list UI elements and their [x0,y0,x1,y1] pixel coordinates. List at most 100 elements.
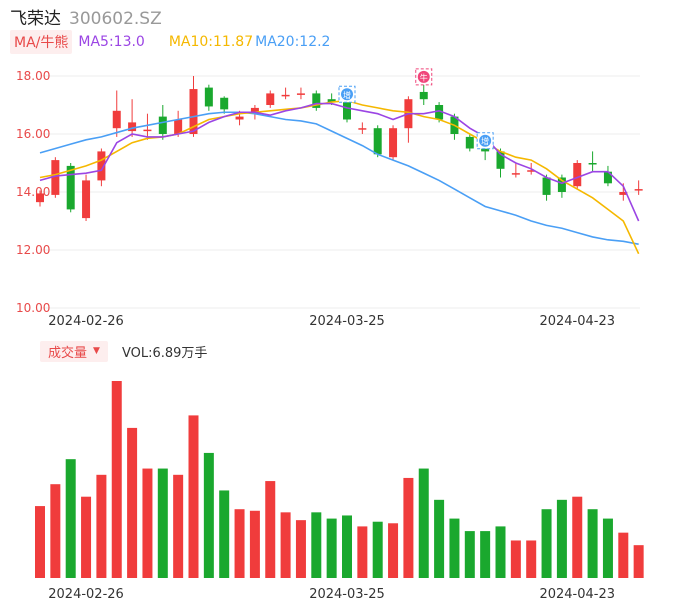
volume-bar [495,526,506,578]
volume-bar [464,531,475,578]
volume-bar [127,427,138,578]
signal-marker-label: 增 [343,90,351,100]
volume-bar [142,468,153,578]
volume-bar [295,520,306,578]
volume-bar [388,523,399,578]
candle-body [36,193,44,203]
volume-bar [403,477,414,578]
date-tick-label: 2024-04-23 [539,587,615,602]
volume-indicator-selector[interactable]: 成交量 ▼ [40,340,108,362]
ma20-label: MA20:12.2 [255,34,331,50]
volume-bar [556,499,567,578]
candle-body [312,93,321,108]
volume-bar [572,496,583,578]
volume-bar [173,474,184,578]
volume-bar [480,531,491,578]
volume-bar [587,509,598,578]
signal-marker-badge [479,134,492,147]
candle-body [557,177,566,192]
volume-legend: 成交量 ▼ VOL:6.89万手 [40,340,208,362]
volume-bar [633,545,644,578]
signal-marker-label: 增 [481,136,489,146]
date-tick-label: 2024-02-26 [48,587,124,602]
volume-bar [418,468,429,578]
price-tick-label: 14.00 [16,185,50,199]
volume-bar [203,452,214,578]
candle-body [266,93,275,105]
candle-body [66,165,75,210]
candle-body [419,91,428,100]
signal-marker-badge [341,88,353,101]
volume-bar [526,540,537,578]
volume-bar [157,468,168,578]
date-tick-label: 2024-04-23 [539,314,615,329]
volume-bar [249,510,260,578]
volume-bar [311,512,322,578]
candle-body [542,177,551,195]
volume-bar [234,509,245,578]
volume-bar [65,459,76,578]
candle-body [634,189,643,191]
candle-body [588,163,597,165]
volume-bar [96,474,107,578]
candle-body [158,116,167,134]
volume-bar [541,509,552,578]
volume-value: VOL:6.89万手 [121,345,208,361]
signal-marker-label: 牛 [420,72,428,82]
candle-body [527,170,536,172]
candle-body [204,87,213,107]
stock-name: 飞荣达 [10,9,61,29]
candle-body [343,99,351,120]
volume-bar [81,496,92,578]
ma-indicator-selector[interactable]: MA/牛熊 [10,30,73,54]
volume-bar [35,506,45,578]
price-tick-label: 18.00 [16,69,50,83]
candle-body [189,89,198,134]
candle-body [143,129,152,132]
volume-bar [219,490,230,578]
candle-body [112,110,121,129]
candle-body [481,147,490,152]
candle-body [174,119,183,134]
volume-bar [188,415,199,578]
candle-body [389,128,398,158]
volume-bar [357,526,368,578]
ma10-label: MA10:11.87 [168,34,254,50]
signal-marker-badge [417,70,430,83]
candle-body [496,151,505,169]
candle-body [51,160,60,195]
candle-body [603,171,612,184]
volume-bar [50,484,61,578]
candle-body [358,128,367,130]
volume-bar [449,518,460,578]
candle-body [573,163,582,187]
volume-bar [602,518,613,578]
volume-bar [265,481,276,578]
volume-bar [111,381,122,578]
candle-body [435,105,444,120]
volume-bar [510,540,521,578]
candle-body [128,122,137,132]
ma5-label: MA5:13.0 [78,34,145,50]
candle-body [619,192,628,195]
volume-bar [434,499,445,578]
candle-body [82,180,91,219]
date-tick-label: 2024-03-25 [309,587,385,602]
volume-indicator-label: 成交量 [48,345,88,361]
caret-down-icon: ▼ [93,346,100,356]
price-tick-label: 12.00 [16,243,50,257]
candle-body [220,97,229,110]
candle-body [373,128,382,155]
volume-bar [280,512,291,578]
volume-bar [372,521,383,578]
candle-body [327,99,336,103]
volume-bar [326,518,337,578]
stock-header: 飞荣达 300602.SZ [10,4,162,29]
price-tick-label: 10.00 [16,301,50,315]
candle-body [281,94,290,97]
candle-body [465,136,474,149]
candle-body [97,151,106,181]
volume-bar [342,515,352,578]
candle-body [511,173,520,175]
